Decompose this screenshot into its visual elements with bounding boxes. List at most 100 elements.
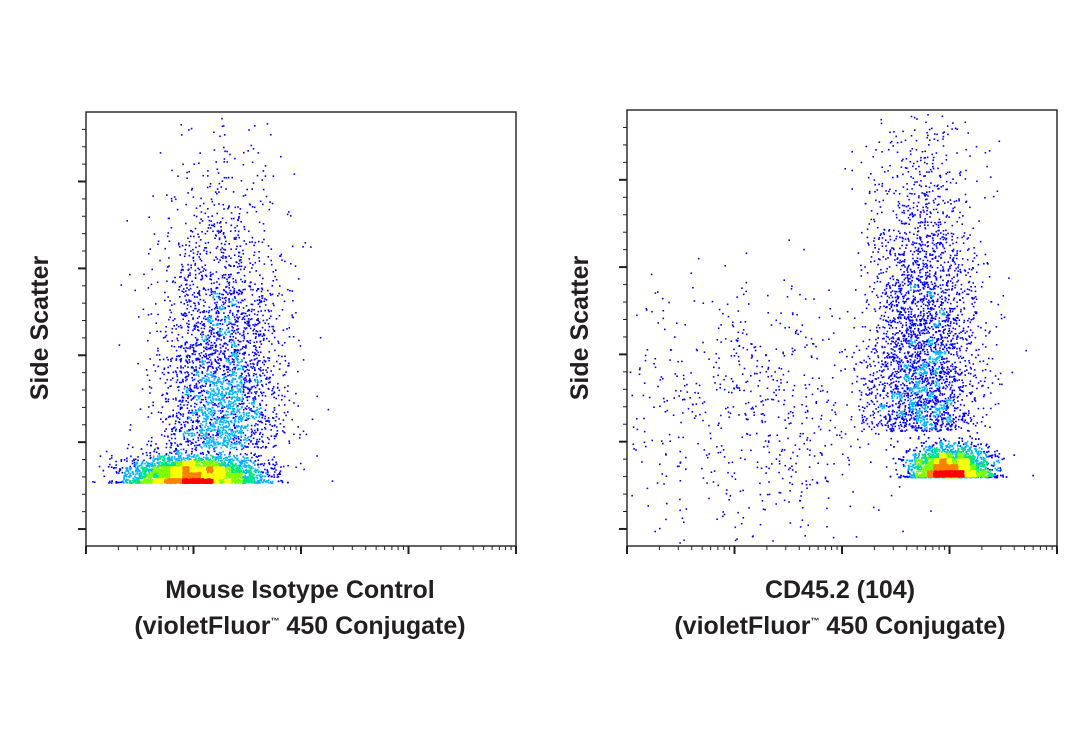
event-dot	[228, 393, 230, 396]
event-dot	[231, 368, 234, 371]
event-dot	[228, 264, 230, 266]
event-dot	[204, 435, 207, 438]
event-dot	[223, 364, 226, 367]
event-dot	[239, 208, 242, 210]
event-dot	[239, 417, 242, 420]
event-dot	[156, 281, 159, 284]
event-dot	[254, 395, 256, 398]
event-dot	[250, 144, 253, 147]
event-dot	[216, 326, 219, 329]
event-dot	[225, 342, 227, 345]
event-dot	[195, 207, 198, 209]
event-dot	[227, 437, 229, 440]
event-dot	[256, 349, 258, 352]
event-dot	[255, 336, 257, 338]
event-dot	[230, 293, 232, 296]
event-dot	[243, 415, 245, 418]
event-dot	[105, 450, 108, 453]
event-dot	[222, 365, 225, 367]
event-dot	[178, 464, 180, 466]
event-dot	[157, 459, 159, 461]
event-dot	[268, 377, 270, 380]
event-dot	[162, 463, 165, 465]
event-dot	[264, 428, 267, 430]
event-dot	[204, 338, 206, 341]
event-dot	[179, 360, 182, 363]
event-dot	[176, 375, 179, 378]
event-dot	[258, 298, 261, 301]
event-dot	[256, 357, 258, 360]
event-dot	[203, 380, 206, 383]
event-dot	[258, 474, 260, 477]
event-dot	[181, 244, 184, 247]
event-dot	[229, 289, 232, 292]
event-dot	[263, 479, 266, 481]
event-dot	[169, 415, 172, 418]
event-dot	[249, 380, 252, 382]
event-dot	[179, 370, 181, 373]
event-dot	[234, 352, 236, 355]
event-dot	[258, 260, 261, 262]
event-dot	[201, 428, 204, 431]
event-dot	[248, 390, 251, 393]
event-dot	[166, 464, 169, 467]
event-dot	[262, 471, 265, 474]
event-dot	[147, 440, 150, 443]
event-dot	[230, 373, 233, 376]
event-dot	[217, 366, 220, 369]
event-dot	[239, 333, 241, 335]
event-dot	[248, 475, 250, 478]
event-dot	[263, 300, 265, 303]
event-dot	[145, 473, 148, 475]
event-dot	[117, 472, 120, 474]
event-dot	[262, 170, 265, 172]
event-dot	[200, 197, 202, 200]
event-dot	[227, 359, 230, 362]
event-dot	[185, 355, 188, 357]
event-dot	[227, 428, 230, 431]
event-dot	[226, 344, 229, 346]
event-dot	[166, 460, 169, 463]
event-dot	[259, 334, 261, 337]
event-dot	[255, 330, 258, 332]
event-dot	[170, 452, 173, 454]
event-dot	[253, 446, 256, 448]
event-dot	[187, 274, 190, 276]
event-dot	[275, 278, 278, 281]
event-dot	[222, 407, 224, 409]
event-dot	[258, 438, 261, 440]
event-dot	[150, 481, 152, 484]
event-dot	[243, 226, 246, 228]
event-dot	[178, 449, 180, 452]
event-dot	[280, 479, 282, 482]
event-dot	[201, 323, 204, 326]
event-dot	[173, 457, 176, 460]
event-dot	[202, 404, 205, 406]
event-dot	[235, 391, 237, 393]
event-dot	[229, 230, 232, 232]
event-dot	[241, 398, 243, 401]
event-dot	[200, 271, 202, 273]
event-dot	[239, 403, 242, 406]
event-dot	[125, 478, 128, 481]
event-dot	[223, 366, 226, 369]
event-dot	[188, 433, 190, 435]
event-dot	[261, 416, 263, 419]
event-dot	[180, 365, 182, 367]
event-dot	[223, 444, 226, 446]
event-dot	[215, 462, 218, 465]
event-dot	[219, 332, 221, 335]
event-dot	[241, 334, 243, 337]
event-dot	[246, 310, 249, 312]
event-dot	[196, 357, 198, 360]
event-dot	[244, 394, 246, 396]
event-dot	[219, 421, 221, 423]
event-dot	[208, 354, 210, 356]
event-dot	[252, 399, 255, 401]
event-dot	[227, 465, 229, 467]
event-dot	[233, 443, 236, 445]
event-dot	[253, 363, 255, 366]
event-dot	[224, 437, 226, 439]
event-dot	[152, 195, 154, 197]
event-dot	[228, 439, 230, 441]
